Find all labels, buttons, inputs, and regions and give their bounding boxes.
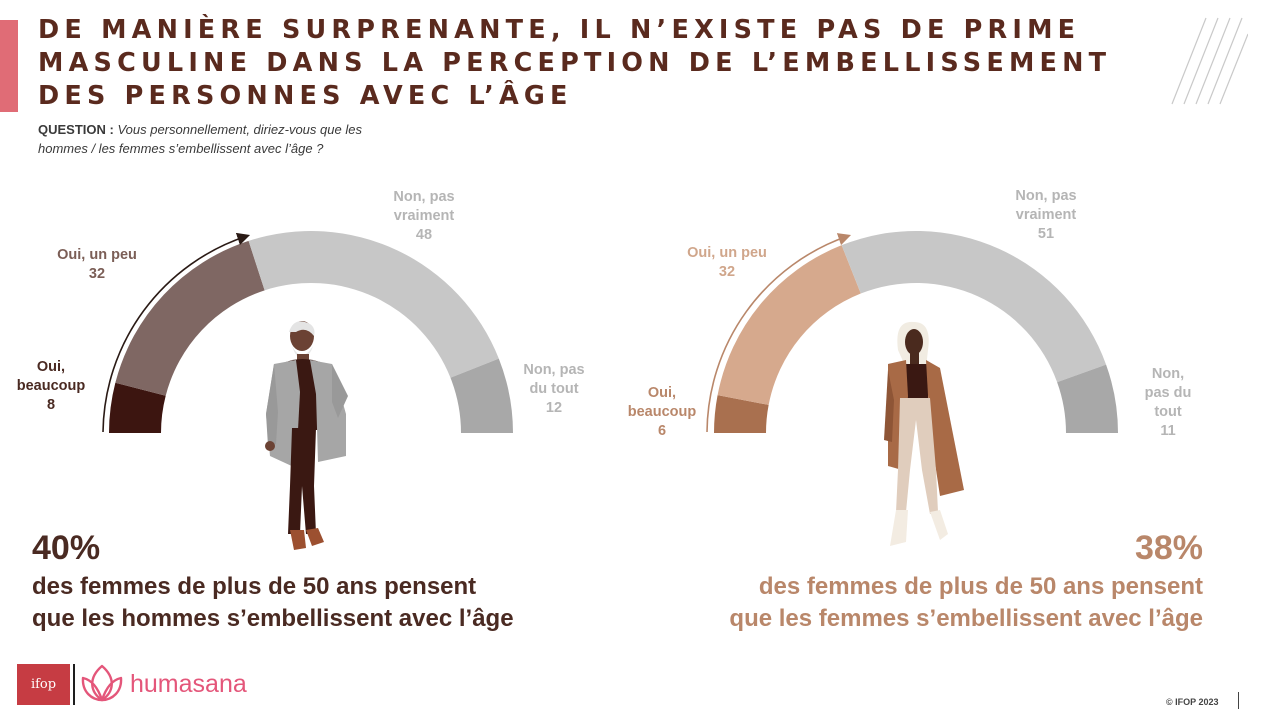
footer-divider [73,664,75,705]
statement-line: que les femmes s’embellissent avec l’âge [729,605,1203,632]
diagonal-lines-decoration [1171,17,1248,105]
label-line: vraiment [393,208,455,224]
label-value: 32 [718,264,736,280]
label-line: Oui, [647,385,677,401]
highlight-percentage-men: 40% [32,529,101,567]
label-value: 6 [657,423,667,439]
label-line: Non, [1151,366,1185,382]
title-line: DE MANIÈRE SURPRENANTE, IL N’EXISTE PAS … [38,15,1081,45]
ifop-logo: ifop [17,664,70,705]
label-line: Oui, un peu [57,247,137,263]
title-line: DES PERSONNES AVEC L’ÂGE [38,81,573,111]
label-oui-beaucoup: Oui, beaucoup 6 [612,384,712,441]
label-line: Non, pas [393,189,455,205]
chart-women [714,231,1118,433]
page-title: DE MANIÈRE SURPRENANTE, IL N’EXISTE PAS … [38,14,1112,113]
label-line: beaucoup [16,378,86,394]
donut-segment [717,245,861,405]
label-line: tout [1154,404,1182,420]
title-line: MASCULINE DANS LA PERCEPTION DE L’EMBELL… [38,48,1112,78]
footer-line [1238,692,1239,709]
label-line: vraiment [1015,207,1077,223]
highlight-percentage-women: 38% [1134,529,1203,567]
label-oui-un-peu: Oui, un peu 32 [672,244,782,282]
chart-men [109,231,513,433]
label-non-pas-du-tout: Non, pas du tout 12 [504,361,604,418]
brand-name: humasana [130,670,247,698]
man-figure-illustration [265,321,348,550]
donut-segment [109,382,166,433]
donut-segment [714,395,769,433]
statement-line: que les hommes s’embellissent avec l’âge [32,605,514,632]
question: QUESTION : Vous personnellement, diriez-… [38,120,362,158]
accent-bar [0,20,18,112]
statement-women: des femmes de plus de 50 ans pensent que… [729,571,1203,635]
label-value: 11 [1160,423,1176,439]
question-text: hommes / les femmes s’embellissent avec … [38,141,324,156]
label-oui-beaucoup: Oui, beaucoup 8 [4,358,98,415]
statement-line: des femmes de plus de 50 ans pensent [758,573,1203,600]
donut-segment [841,231,1107,383]
donut-segment [450,358,513,433]
trend-arrow [102,232,251,433]
donut-segment [115,240,265,396]
label-non-pas-vraiment: Non, pas vraiment 51 [996,187,1096,244]
copyright: © IFOP 2023 [1166,697,1219,707]
lotus-icon [81,664,123,702]
label-line: Non, pas [1015,188,1077,204]
label-line: beaucoup [627,404,697,420]
trend-arrow [706,233,852,433]
label-oui-un-peu: Oui, un peu 32 [42,246,152,284]
label-value: 32 [88,266,106,282]
statement-line: des femmes de plus de 50 ans pensent [32,573,477,600]
question-label: QUESTION : [38,122,114,137]
statement-men: des femmes de plus de 50 ans pensent que… [32,571,514,635]
label-value: 12 [545,400,563,416]
label-non-pas-vraiment: Non, pas vraiment 48 [374,188,474,245]
donut-segment [248,231,499,378]
label-line: Oui, [36,359,66,375]
donut-segment [1057,364,1118,433]
label-line: du tout [529,381,579,397]
question-text: Vous personnellement, diriez-vous que le… [113,122,362,137]
label-line: pas du [1144,385,1192,401]
label-line: Non, pas [523,362,585,378]
label-value: 48 [415,227,433,243]
label-value: 8 [46,397,56,413]
label-line: Oui, un peu [687,245,767,261]
label-value: 51 [1037,226,1055,242]
woman-figure-illustration [884,321,964,546]
label-non-pas-du-tout: Non, pas du tout 11 [1118,365,1218,441]
